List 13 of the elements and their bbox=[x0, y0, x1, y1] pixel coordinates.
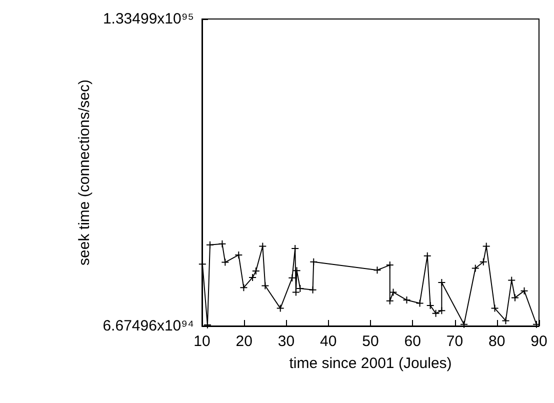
x-tick-label: 40 bbox=[320, 333, 337, 350]
y-tick-label: 6.67496x10⁹⁴ bbox=[102, 318, 194, 334]
x-tick-label: 80 bbox=[488, 333, 506, 350]
x-tick-label: 20 bbox=[236, 333, 252, 350]
x-axis-title: time since 2001 (Joules) bbox=[289, 355, 452, 372]
x-tick-label: 10 bbox=[194, 333, 210, 350]
x-tick-label: 70 bbox=[446, 333, 464, 350]
x-tick-label: 50 bbox=[362, 333, 379, 350]
x-tick-label: 60 bbox=[404, 333, 421, 350]
x-tick-label: 30 bbox=[278, 333, 295, 350]
y-axis-title: seek time (connections/sec) bbox=[76, 80, 93, 266]
y-tick-label: 1.33499x10⁹⁵ bbox=[102, 10, 194, 28]
x-tick-label: 90 bbox=[530, 333, 548, 350]
